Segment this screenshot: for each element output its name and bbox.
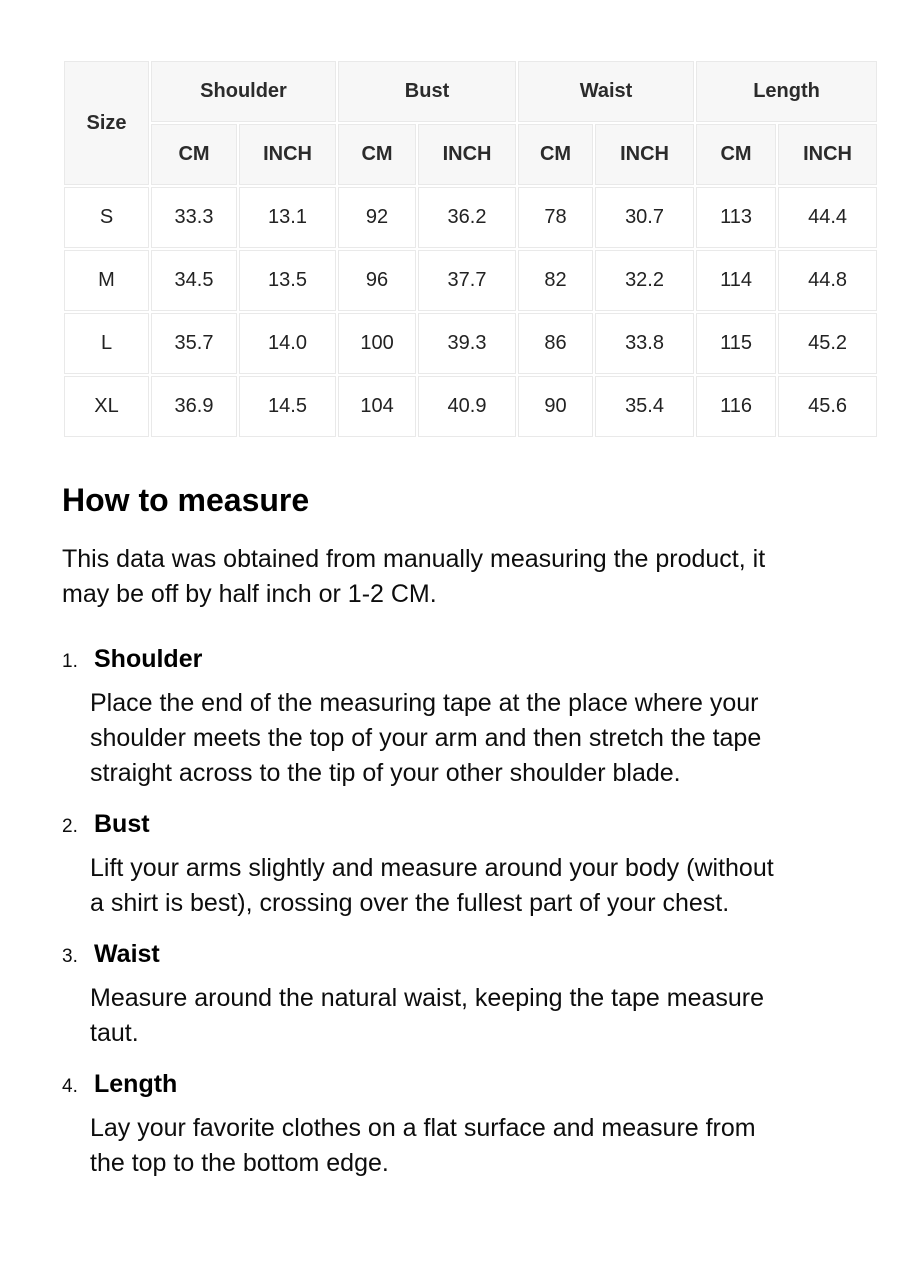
measurement-cell: 44.8 [778,250,878,311]
measurement-cell: 33.8 [595,313,695,374]
step-number: 4. [62,1076,78,1097]
table-row: M 34.5 13.5 96 37.7 82 32.2 114 44.8 [64,250,878,311]
step-description: Measure around the natural waist, keepin… [90,984,765,1047]
how-to-measure-heading: How to measure [62,482,310,518]
size-label: S [64,187,149,248]
measurement-cell: 40.9 [418,376,517,437]
measurement-cell: 115 [696,313,777,374]
list-item: 4. Length Lay your favorite clothes on a… [62,1067,858,1181]
unit-header: CM [696,124,777,185]
measurement-cell: 90 [518,376,594,437]
group-header-waist: Waist [518,61,695,122]
size-column-header: Size [64,61,149,185]
group-header-shoulder: Shoulder [151,61,337,122]
unit-header: INCH [778,124,878,185]
measurement-cell: 100 [338,313,417,374]
measurement-cell: 44.4 [778,187,878,248]
measurement-cell: 116 [696,376,777,437]
step-description: Place the end of the measuring tape at t… [90,689,762,787]
measurement-cell: 32.2 [595,250,695,311]
unit-header: INCH [418,124,517,185]
measurement-cell: 82 [518,250,594,311]
measurement-cell: 35.4 [595,376,695,437]
measurement-cell: 33.3 [151,187,237,248]
step-title: Length [94,1070,178,1098]
measurement-cell: 45.6 [778,376,878,437]
step-number: 2. [62,816,78,837]
measurement-cell: 13.5 [239,250,337,311]
measurement-cell: 114 [696,250,777,311]
step-number: 3. [62,946,78,967]
table-row: XL 36.9 14.5 104 40.9 90 35.4 116 45.6 [64,376,878,437]
measurement-cell: 104 [338,376,417,437]
measurement-cell: 92 [338,187,417,248]
group-header-bust: Bust [338,61,517,122]
list-item: 1. Shoulder Place the end of the measuri… [62,642,858,791]
step-title: Waist [94,940,160,968]
step-title: Shoulder [94,645,203,673]
measurement-cell: 14.5 [239,376,337,437]
unit-header: INCH [595,124,695,185]
measure-disclaimer-text: This data was obtained from manually mea… [62,545,766,608]
size-label: L [64,313,149,374]
measurement-cell: 37.7 [418,250,517,311]
measure-steps-list: 1. Shoulder Place the end of the measuri… [62,642,858,1181]
measurement-cell: 45.2 [778,313,878,374]
step-description: Lift your arms slightly and measure arou… [90,854,774,917]
size-label: XL [64,376,149,437]
measurement-cell: 34.5 [151,250,237,311]
measurement-cell: 78 [518,187,594,248]
measurement-cell: 39.3 [418,313,517,374]
unit-header: CM [518,124,594,185]
unit-header: CM [151,124,237,185]
measurement-cell: 86 [518,313,594,374]
measurement-cell: 96 [338,250,417,311]
measurement-cell: 35.7 [151,313,237,374]
unit-header: INCH [239,124,337,185]
step-title: Bust [94,810,150,838]
table-row: S 33.3 13.1 92 36.2 78 30.7 113 44.4 [64,187,878,248]
measurement-cell: 113 [696,187,777,248]
table-row: L 35.7 14.0 100 39.3 86 33.8 115 45.2 [64,313,878,374]
list-item: 3. Waist Measure around the natural wais… [62,937,858,1051]
table-header-row-units: CM INCH CM INCH CM INCH CM INCH [64,124,878,185]
measurement-cell: 36.9 [151,376,237,437]
table-header-row-groups: Size Shoulder Bust Waist Length [64,61,878,185]
group-header-length: Length [696,61,878,122]
step-description: Lay your favorite clothes on a flat surf… [90,1114,756,1177]
unit-header: CM [338,124,417,185]
size-chart-table: Size Shoulder Bust Waist Length CM INCH … [62,59,879,439]
size-label: M [64,250,149,311]
step-number: 1. [62,651,78,672]
measurement-cell: 14.0 [239,313,337,374]
measurement-cell: 30.7 [595,187,695,248]
list-item: 2. Bust Lift your arms slightly and meas… [62,807,858,921]
measurement-cell: 36.2 [418,187,517,248]
measurement-cell: 13.1 [239,187,337,248]
